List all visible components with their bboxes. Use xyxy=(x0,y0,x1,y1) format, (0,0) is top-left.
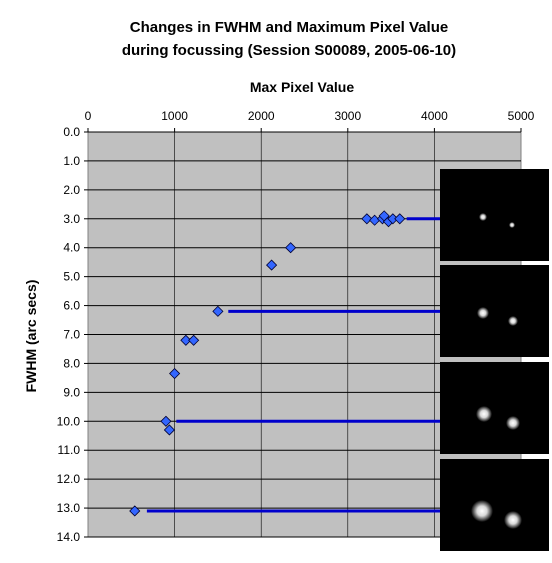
y-axis-title: FWHM (arc secs) xyxy=(23,280,39,393)
data-points xyxy=(129,210,406,517)
y-tick-label: 10.0 xyxy=(57,414,81,428)
star-image-2 xyxy=(440,265,549,357)
data-point xyxy=(361,213,373,225)
y-tick-label: 9.0 xyxy=(63,385,80,399)
y-tick-label: 7.0 xyxy=(63,328,80,342)
y-tick-label: 3.0 xyxy=(63,212,80,226)
y-tick-label: 2.0 xyxy=(63,183,80,197)
chart-title-line-2: during focussing (Session S00089, 2005-0… xyxy=(122,42,456,59)
data-point xyxy=(266,259,278,271)
y-tick-label: 5.0 xyxy=(63,270,80,284)
y-tick-label: 8.0 xyxy=(63,356,80,370)
star-image-3 xyxy=(440,362,549,454)
data-point xyxy=(129,505,141,517)
callout-lines xyxy=(146,217,440,513)
y-tick-label: 14.0 xyxy=(57,530,81,544)
data-point xyxy=(212,305,224,317)
data-point xyxy=(285,242,297,254)
data-point xyxy=(188,334,200,346)
data-point xyxy=(180,334,192,346)
y-tick-label: 0.0 xyxy=(63,125,80,139)
data-point xyxy=(169,367,181,380)
x-tick-label: 5000 xyxy=(508,109,535,123)
x-tick-label: 3000 xyxy=(334,109,361,123)
y-tick-label: 11.0 xyxy=(58,443,81,457)
x-tick-label: 4000 xyxy=(421,109,448,123)
star-image-4 xyxy=(440,459,549,551)
chart-title-line-1: Changes in FWHM and Maximum Pixel Value xyxy=(130,19,448,36)
data-point xyxy=(160,415,172,427)
x-tick-label: 2000 xyxy=(248,109,275,123)
data-point xyxy=(394,213,406,225)
x-tick-label: 0 xyxy=(85,109,92,123)
y-tick-label: 6.0 xyxy=(63,299,80,313)
axis-ticks: 0.0 1.0 2.0 3.0 4.0 5.0 6.0 7.0 8.0 9.0 10.0 11.0 12… xyxy=(57,109,535,544)
star-image-1 xyxy=(440,169,549,261)
y-tick-label: 1.0 xyxy=(63,154,80,168)
x-tick-label: 1000 xyxy=(161,109,188,123)
y-tick-label: 13.0 xyxy=(57,501,81,515)
data-point xyxy=(163,424,175,436)
y-tick-label: 12.0 xyxy=(57,472,81,486)
y-tick-label: 4.0 xyxy=(63,241,80,255)
x-axis-title: Max Pixel Value xyxy=(250,79,354,95)
